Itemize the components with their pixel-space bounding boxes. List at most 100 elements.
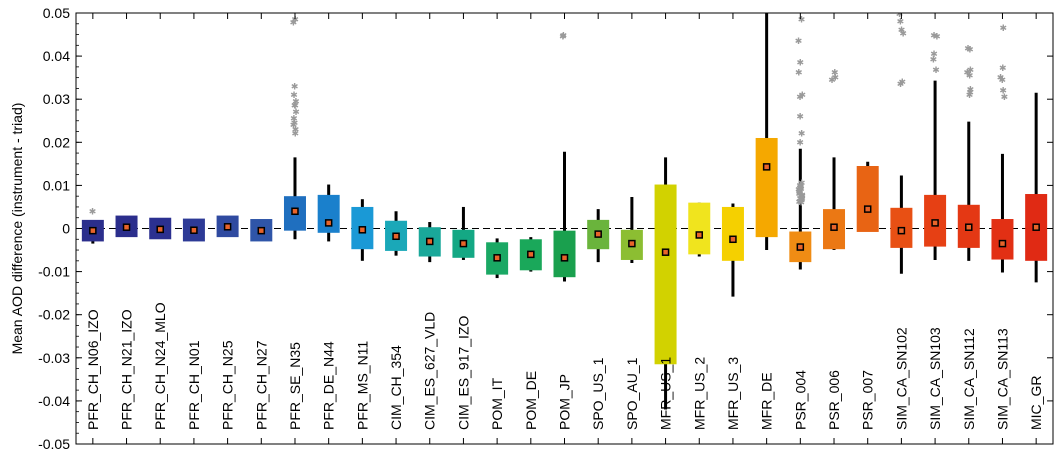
y-tick-label: 0.02 [43,134,70,150]
mean-marker [191,227,197,233]
outlier-point: ✱ [966,91,974,101]
mean-marker [258,228,264,234]
box-group-psr-004: ✱✱✱✱✱✱✱✱✱✱✱✱✱✱✱✱✱✱✱✱✱✱✱✱✱✱✱ [789,15,811,269]
category-label: SIM_CA_SN112 [961,328,977,430]
mean-marker [427,238,433,244]
category-label: PFR_DE_N44 [321,341,337,430]
outlier-point: ✱ [899,29,907,39]
outlier-point: ✱ [291,130,299,140]
y-tick-label: 0.04 [43,48,70,64]
outlier-point: ✱ [1000,24,1008,34]
y-tick-label: 0.05 [43,5,70,21]
mean-marker [494,255,500,261]
box-group-mic-gr [1025,93,1047,283]
mean-marker [696,232,702,238]
box-group-psr-006: ✱✱✱ [823,68,845,250]
outlier-point: ✱ [798,15,806,25]
outlier-point: ✱ [796,93,804,103]
category-label: MFR_US_3 [725,357,741,430]
category-label: PFR_CH_N24_MLO [152,302,168,430]
outlier-point: ✱ [933,33,941,43]
outlier-point: ✱ [999,76,1007,86]
category-label: MFR_US_1 [658,357,674,430]
category-label: PFR_CH_N06_IZO [85,309,101,430]
category-label: PSR_006 [826,370,842,430]
box-group-mfr-us-2 [688,203,710,257]
box-group-pfr-se-n35: ✱✱✱✱✱✱✱✱✱✱✱✱✱ [284,15,306,239]
mean-marker [528,251,534,257]
aod-difference-boxplot: ✱✱✱✱✱✱✱✱✱✱✱✱✱✱✱✱✱✱✱✱✱✱✱✱✱✱✱✱✱✱✱✱✱✱✱✱✱✱✱✱… [0,0,1061,464]
outlier-point: ✱ [795,68,803,78]
box-group-cim-es-917-izo [452,207,474,260]
category-label: PFR_MS_N11 [354,341,370,430]
box-group-pfr-ch-n06-izo: ✱ [82,207,104,243]
box-group-pfr-de-n44 [318,185,340,242]
box-group-spo-us-1 [587,209,609,262]
mean-marker [629,241,635,247]
outlier-point: ✱ [897,80,905,90]
mean-marker [764,164,770,170]
mean-marker [797,244,803,250]
iqr-box [756,138,778,237]
mean-marker [999,241,1005,247]
category-label: PSR_004 [792,370,808,430]
category-label: MFR_DE [759,372,775,430]
mean-marker [932,220,938,226]
outlier-point: ✱ [828,76,836,86]
box-group-mfr-de [756,11,778,250]
outlier-point: ✱ [796,138,804,148]
box-group-cim-es-627-vld [419,222,441,262]
mean-marker [326,220,332,226]
outlier-point: ✱ [966,71,974,81]
category-label: CIM_ES_917_IZO [455,316,471,430]
mean-marker [157,226,163,232]
category-label: PFR_CH_N21_IZO [119,309,135,430]
category-label: CIM_CH_354 [388,345,404,430]
mean-marker [393,233,399,239]
category-label: PFR_CH_N01 [186,340,202,430]
outlier-point: ✱ [966,46,974,56]
box-group-pfr-ch-n21-izo [116,216,138,238]
mean-marker [359,227,365,233]
mean-marker [966,224,972,230]
outlier-point: ✱ [932,66,940,76]
box-group-pfr-ch-n27 [250,219,272,241]
mean-marker [831,224,837,230]
box-group-pfr-ch-n24-mlo [149,218,171,240]
category-label: PSR_007 [860,370,876,430]
y-tick-label: -0.04 [38,393,70,409]
category-label: SIM_CA_SN102 [893,327,909,430]
box-group-pom-de [520,237,542,271]
category-label: SPO_AU_1 [624,357,640,430]
y-tick-label: 0 [62,221,70,237]
outlier-point: ✱ [795,37,803,47]
box-group-pom-it [486,238,508,278]
outlier-point: ✱ [930,56,938,66]
category-label: POM_IT [489,377,505,430]
y-tick-label: 0.01 [43,177,70,193]
outlier-point: ✱ [1001,93,1009,103]
category-label: SIM_CA_SN113 [994,328,1010,430]
box-group-pom-jp: ✱✱ [554,31,576,281]
mean-marker [124,224,130,230]
box-group-pfr-ch-n01 [183,219,205,242]
mean-marker [865,206,871,212]
mean-marker [663,249,669,255]
iqr-box [318,195,340,233]
y-tick-label: 0.03 [43,91,70,107]
mean-marker [730,236,736,242]
category-label: CIM_ES_627_VLD [422,312,438,430]
category-label: POM_JP [557,374,573,430]
mean-marker [1033,224,1039,230]
iqr-box [722,207,744,261]
outlier-point: ✱ [797,59,805,69]
iqr-box [991,219,1013,260]
y-tick-label: -0.05 [38,436,70,452]
category-label: SIM_CA_SN103 [927,327,943,430]
outlier-point: ✱ [796,112,804,122]
y-tick-label: -0.01 [38,264,70,280]
category-label: PFR_SE_N35 [287,342,303,430]
box-group-sim-ca-sn113: ✱✱✱✱✱✱ [991,24,1013,272]
iqr-box [857,166,879,232]
y-axis-title: Mean AOD difference (instrument - triad) [9,103,25,355]
